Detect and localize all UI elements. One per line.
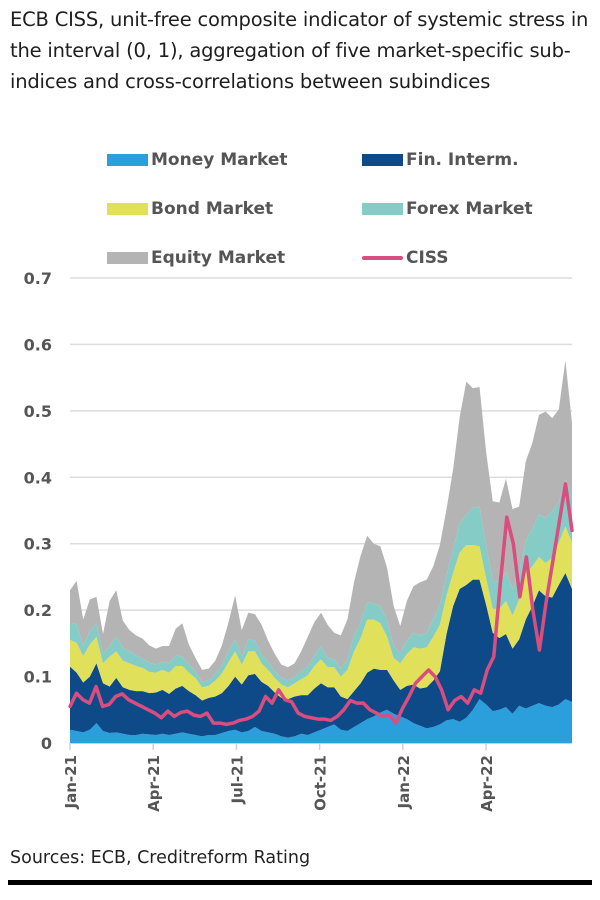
axes: 0 0.1 0.2 0.3 0.4 0.5 0.6 0.7 Jan-21 Apr-21 Jul-21… [24, 269, 572, 812]
legend-label: CISS [406, 248, 449, 268]
ciss-stacked-area-chart: 0 0.1 0.2 0.3 0.4 0.5 0.6 0.7 Jan-21 Apr-21 Jul-21… [24, 269, 574, 812]
x-tick-label: Jan-21 [62, 755, 80, 809]
ciss-line-layer [68, 482, 574, 727]
bottom-rule [8, 880, 592, 885]
legend-label: Money Market [151, 150, 288, 170]
y-tick-label: 0.3 [24, 535, 52, 554]
legend-label: Bond Market [151, 199, 274, 219]
y-tick-label: 0.4 [24, 468, 52, 487]
area-money-market [70, 699, 572, 743]
legend-label: Equity Market [151, 248, 286, 268]
y-tick-label: 0.2 [24, 601, 52, 620]
stacked-areas [70, 360, 572, 743]
legend-item-equity-market: Equity Market [107, 248, 285, 268]
area-equity-market [70, 360, 572, 682]
x-tick-label: Apr-22 [478, 755, 496, 812]
legend-label: Fin. Interm. [406, 150, 519, 170]
x-tick-label: Oct-21 [312, 755, 330, 811]
chart-caption: ECB CISS, unit-free composite indicator … [10, 8, 589, 93]
legend-item-forex-market: Forex Market [362, 199, 533, 219]
source-note: Sources: ECB, Creditreform Rating [10, 848, 311, 868]
legend-swatch [107, 252, 148, 264]
legend-item-ciss: CISS [362, 248, 449, 268]
legend-swatch [362, 203, 403, 215]
x-tick-label: Apr-21 [145, 755, 163, 812]
legend-swatch [107, 203, 148, 215]
legend-item-bond-market: Bond Market [107, 199, 273, 219]
ciss-line [68, 482, 574, 727]
legend-swatch [107, 154, 148, 166]
y-tick-label: 0.1 [24, 668, 52, 687]
y-tick-label: 0.6 [24, 335, 52, 354]
legend-swatch [362, 256, 403, 260]
x-tick-label: Jan-22 [395, 755, 413, 809]
y-tick-label: 0.5 [24, 402, 52, 421]
x-tick-label: Jul-21 [228, 755, 246, 805]
area-bond-market [70, 526, 572, 701]
legend-item-money-market: Money Market [107, 150, 288, 170]
legend-swatch [362, 154, 403, 166]
legend-label: Forex Market [406, 199, 533, 219]
y-tick-label: 0.7 [24, 269, 52, 288]
y-tick-label: 0 [41, 734, 52, 753]
area-fin-interm [70, 572, 572, 738]
legend-item-fin-interm: Fin. Interm. [362, 150, 519, 170]
